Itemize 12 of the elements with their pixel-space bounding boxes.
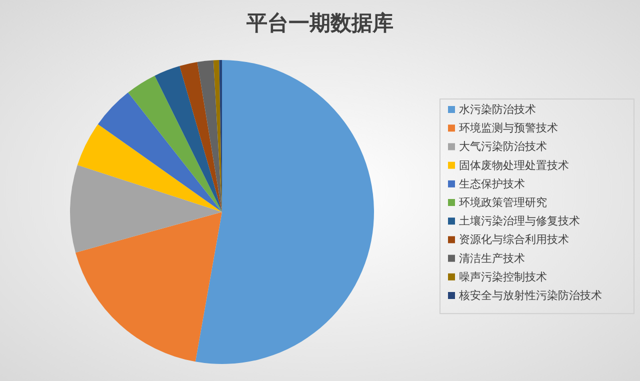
legend-label: 固体废物处理处置技术 — [459, 158, 569, 172]
legend-label: 生态保护技术 — [459, 177, 525, 190]
legend-label: 水污染防治技术 — [459, 103, 536, 116]
legend-label: 环境监测与预警技术 — [459, 122, 558, 135]
legend-label: 大气污染防治技术 — [459, 140, 547, 154]
legend-label: 资源化与综合利用技术 — [459, 233, 569, 246]
legend-label: 核安全与放射性污染防治技术 — [458, 289, 602, 302]
legend-label: 环境政策管理研究 — [459, 196, 547, 209]
chart-title: 平台一期数据库 — [246, 11, 394, 35]
legend-label: 土壤污染治理与修复技术 — [459, 214, 580, 228]
legend-label: 清洁生产技术 — [459, 252, 525, 265]
legend-label: 噪声污染控制技术 — [459, 270, 547, 284]
